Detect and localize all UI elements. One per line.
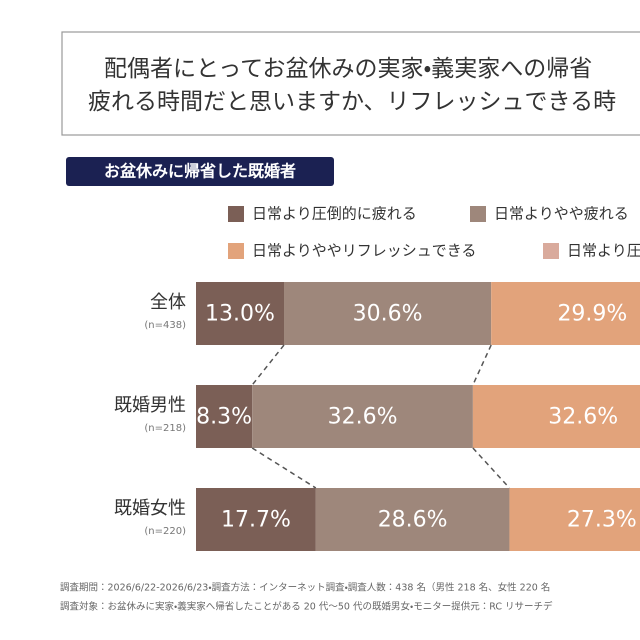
title-box bbox=[61, 31, 640, 136]
value-label: 28.6% bbox=[378, 508, 448, 533]
value-label: 32.6% bbox=[548, 405, 618, 430]
bar-segment bbox=[196, 385, 253, 448]
category-label: 既婚女性 bbox=[114, 498, 186, 519]
connector bbox=[472, 344, 492, 386]
category-label: 既婚男性 bbox=[114, 395, 186, 416]
chart-title: 疲れる時間だと思いますか、リフレッシュできる時 bbox=[88, 89, 616, 115]
legend-label: 日常よりややリフレッシュできる bbox=[252, 242, 476, 260]
legend-swatch bbox=[543, 243, 559, 259]
legend-swatch bbox=[470, 206, 486, 222]
bar-segment bbox=[196, 282, 285, 345]
bar-segment bbox=[315, 488, 510, 551]
value-label: 27.3% bbox=[567, 508, 637, 533]
subtitle: お盆休みに帰省した既婚者 bbox=[104, 162, 296, 181]
bar-segment bbox=[284, 282, 492, 345]
subtitle-badge bbox=[66, 157, 334, 186]
category-note: (n=218) bbox=[144, 423, 186, 434]
legend-label: 日常よりやや疲れる bbox=[494, 205, 629, 223]
connector bbox=[472, 447, 511, 489]
chart-title: 配偶者にとってお盆休みの実家・義実家への帰省 bbox=[104, 56, 592, 82]
bar-segment bbox=[196, 488, 316, 551]
value-label: 30.6% bbox=[353, 302, 423, 327]
bar-segment bbox=[491, 282, 640, 345]
bar-segment bbox=[509, 488, 640, 551]
value-label: 29.9% bbox=[557, 302, 627, 327]
legend-swatch bbox=[228, 206, 244, 222]
bar-segment bbox=[472, 385, 640, 448]
connector bbox=[251, 447, 317, 489]
footnote: 調査対象：お盆休みに実家・義実家へ帰省したことがある 20 代〜50 代の既婚男… bbox=[60, 601, 553, 613]
category-note: (n=438) bbox=[144, 320, 186, 331]
category-note: (n=220) bbox=[144, 526, 186, 537]
value-label: 32.6% bbox=[328, 405, 398, 430]
connector bbox=[251, 344, 285, 386]
legend-label: 日常より圧倒的に疲れる bbox=[252, 205, 417, 223]
bar-segment bbox=[252, 385, 473, 448]
footnote: 調査期間：2026/6/22-2026/6/23・調査方法：インターネット調査・… bbox=[60, 582, 550, 594]
value-label: 17.7% bbox=[221, 508, 291, 533]
value-label: 13.0% bbox=[205, 302, 275, 327]
category-label: 全体 bbox=[150, 292, 186, 313]
legend-swatch bbox=[228, 243, 244, 259]
legend-label: 日常より圧倒的にリフレッシュできる bbox=[567, 242, 640, 260]
value-label: 8.3% bbox=[196, 405, 252, 430]
